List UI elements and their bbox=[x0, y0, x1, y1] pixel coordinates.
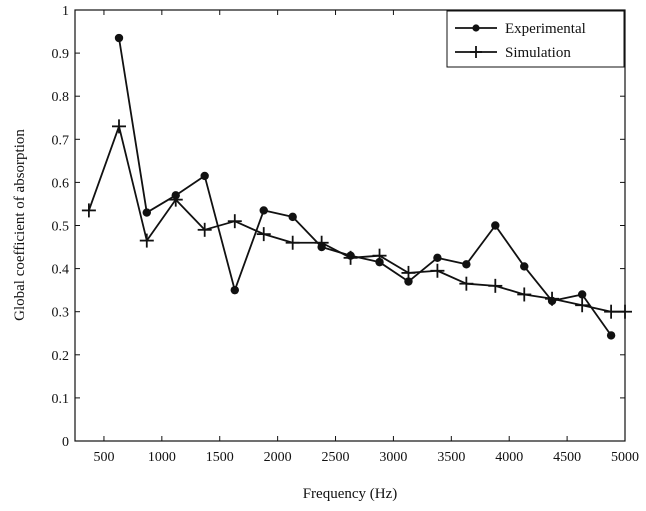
x-tick-label-4: 2500 bbox=[322, 450, 350, 465]
x-tick-label-8: 4500 bbox=[553, 450, 581, 465]
x-tick-label-6: 3500 bbox=[437, 450, 465, 465]
point-experimental-3 bbox=[200, 172, 208, 180]
legend-experimental-marker bbox=[472, 24, 479, 31]
y-axis-title: Global coefficient of absorption bbox=[12, 129, 28, 321]
point-experimental-14 bbox=[520, 262, 528, 270]
y-tick-label-5: 0.5 bbox=[52, 220, 70, 235]
y-tick-label-10: 1 bbox=[62, 4, 69, 19]
point-experimental-1 bbox=[143, 208, 151, 216]
x-tick-label-1: 1000 bbox=[148, 450, 176, 465]
y-tick-label-8: 0.8 bbox=[52, 90, 70, 105]
point-experimental-4 bbox=[231, 286, 239, 294]
point-experimental-11 bbox=[433, 254, 441, 262]
x-tick-label-7: 4000 bbox=[495, 450, 523, 465]
point-experimental-12 bbox=[462, 260, 470, 268]
point-experimental-0 bbox=[115, 34, 123, 42]
x-tick-label-9: 5000 bbox=[611, 450, 639, 465]
point-experimental-6 bbox=[288, 213, 296, 221]
y-tick-label-2: 0.2 bbox=[52, 349, 70, 364]
point-experimental-16 bbox=[578, 290, 586, 298]
x-tick-label-0: 500 bbox=[93, 450, 114, 465]
x-tick-label-3: 2000 bbox=[264, 450, 292, 465]
legend: Experimental Simulation bbox=[447, 11, 624, 67]
y-tick-label-6: 0.6 bbox=[52, 176, 70, 191]
y-tick-label-7: 0.7 bbox=[52, 133, 70, 148]
y-tick-label-0: 0 bbox=[62, 435, 69, 450]
y-tick-label-4: 0.4 bbox=[52, 263, 70, 278]
y-tick-label-1: 0.1 bbox=[52, 392, 70, 407]
point-experimental-17 bbox=[607, 331, 615, 339]
x-tick-label-5: 3000 bbox=[379, 450, 407, 465]
legend-experimental-label: Experimental bbox=[505, 21, 586, 37]
x-tick-label-2: 1500 bbox=[206, 450, 234, 465]
x-axis-title: Frequency (Hz) bbox=[303, 486, 398, 502]
legend-simulation-label: Simulation bbox=[505, 45, 571, 61]
y-tick-label-3: 0.3 bbox=[52, 306, 70, 321]
point-experimental-13 bbox=[491, 221, 499, 229]
y-tick-label-9: 0.9 bbox=[52, 47, 70, 62]
point-experimental-5 bbox=[260, 206, 268, 214]
